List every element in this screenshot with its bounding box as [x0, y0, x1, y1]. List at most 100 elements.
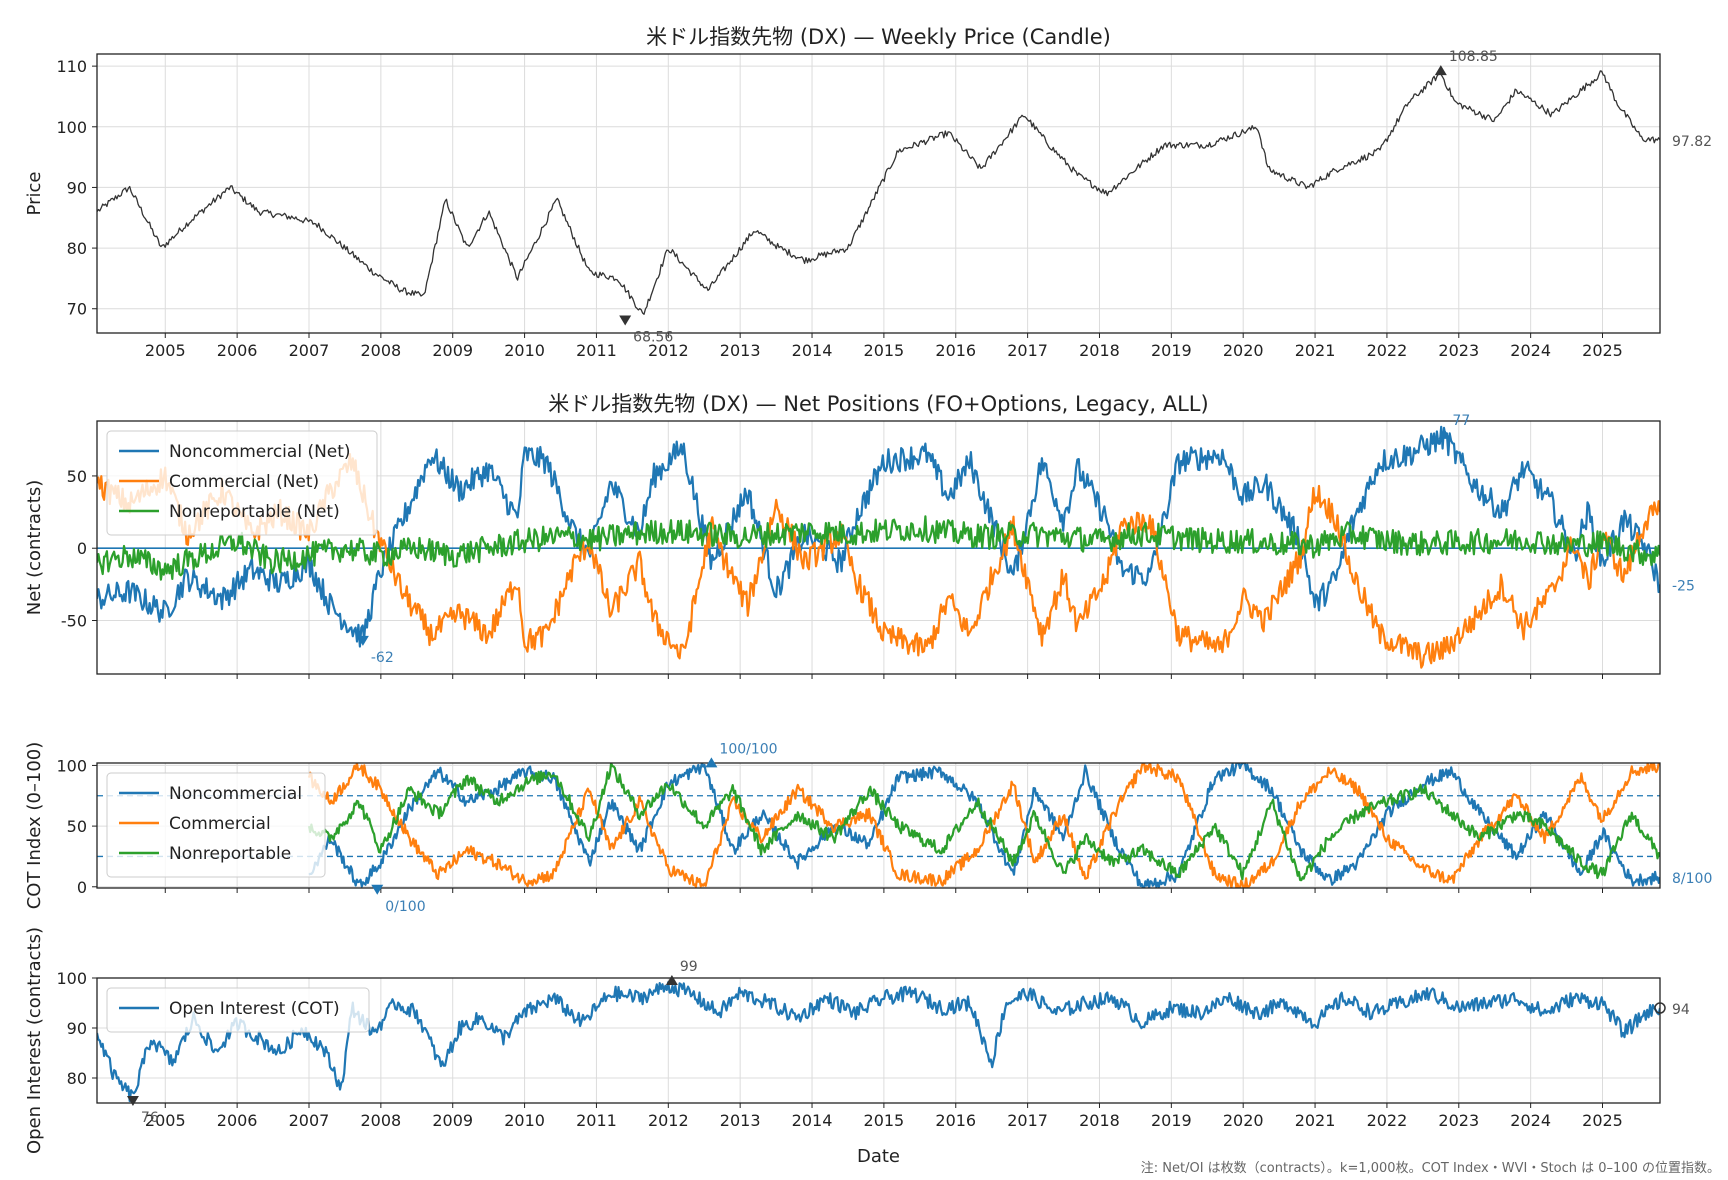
y-tick-label: 110 [56, 57, 87, 76]
panel-oi: 80 90 100 2005 2006 2007 2008 2009 2010 2011 2012 2… [24, 927, 1690, 1167]
axes-frame [96, 762, 1661, 889]
x-tick-label: 2023 [1438, 341, 1479, 360]
annotation-max: 99 [680, 959, 698, 975]
axes-frame [96, 53, 1661, 334]
legend-box [106, 430, 378, 536]
x-tick-label: 2010 [504, 1111, 545, 1130]
last-value-marker [1654, 1002, 1666, 1014]
x-tick-label: 2012 [648, 341, 689, 360]
x-tick-label: 2018 [1079, 1111, 1120, 1130]
x-tick-label: 2013 [720, 341, 761, 360]
panel-net: -50 0 50 米ドル指数先物 (DX) — Net Positions (FO+O… [24, 392, 1695, 679]
x-tick-label: 2019 [1151, 341, 1192, 360]
series-line-2 [97, 515, 1660, 581]
legend-label: Commercial [169, 814, 271, 834]
x-tick-label: 2020 [1223, 1111, 1264, 1130]
x-axis-label: Date [857, 1146, 900, 1167]
annotation-min: 68.56 [633, 329, 673, 345]
annotation-max: 108.85 [1449, 49, 1498, 65]
legend-label: Nonreportable (Net) [169, 502, 340, 522]
min-marker [356, 635, 369, 646]
y-tick-label: 50 [67, 467, 87, 486]
x-tick-label: 2020 [1223, 341, 1264, 360]
y-tick-label: 0 [77, 539, 87, 558]
x-tick-label: 2017 [1007, 341, 1048, 360]
x-tick-label: 2021 [1295, 1111, 1336, 1130]
x-tick-label: 2024 [1510, 1111, 1551, 1130]
x-tick-label: 2016 [935, 341, 976, 360]
x-tick-label: 2012 [648, 1111, 689, 1130]
max-marker [1434, 65, 1447, 76]
chart-title: 米ドル指数先物 (DX) — Net Positions (FO+Options… [548, 392, 1208, 416]
annotation-last-value: 94 [1672, 1002, 1690, 1018]
min-marker [619, 315, 632, 326]
x-tick-label: 2021 [1295, 341, 1336, 360]
x-tick-label: 2006 [217, 341, 258, 360]
annotation-max: 77 [1452, 413, 1470, 429]
x-tick-label: 2018 [1079, 341, 1120, 360]
annotation-min: -62 [371, 650, 394, 666]
x-tick-label: 2006 [217, 1111, 258, 1130]
plot-area [97, 70, 1660, 315]
series-line-0 [97, 70, 1660, 315]
axes-frame [96, 977, 1661, 1104]
y-tick-label: 70 [67, 300, 87, 319]
panel-cot: 0 50 100 COT Index (0–100) Noncommercial Comm… [24, 741, 1712, 914]
x-tick-label: 2025 [1582, 341, 1623, 360]
panel-price: 70 80 90 100 110 2005 2006 2007 2008 2009 2010 2011… [24, 25, 1712, 360]
y-tick-label: -50 [61, 612, 87, 631]
x-tick-label: 2011 [576, 1111, 617, 1130]
x-tick-label: 2007 [289, 1111, 330, 1130]
series-line-2 [307, 763, 1660, 882]
annotation-last-value: 8/100 [1672, 871, 1712, 887]
x-tick-label: 2014 [792, 341, 833, 360]
y-tick-label: 100 [56, 969, 87, 988]
legend-label: Nonreportable [169, 844, 291, 864]
min-marker [126, 1096, 139, 1106]
x-tick-label: 2017 [1007, 1111, 1048, 1130]
legend-label: Noncommercial (Net) [169, 442, 351, 462]
legend-box [106, 987, 370, 1033]
annotation-min: 76 [141, 1110, 159, 1126]
x-tick-label: 2023 [1438, 1111, 1479, 1130]
x-tick-label: 2009 [432, 1111, 473, 1130]
x-tick-label: 2008 [360, 341, 401, 360]
x-tick-label: 2013 [720, 1111, 761, 1130]
legend-label: Commercial (Net) [169, 472, 319, 492]
legend-label: Noncommercial [169, 784, 302, 804]
y-axis-label: Net (contracts) [24, 480, 45, 616]
annotation-last-value: -25 [1672, 578, 1695, 594]
x-tick-label: 2009 [432, 341, 473, 360]
x-tick-label: 2007 [289, 341, 330, 360]
y-tick-label: 100 [56, 118, 87, 137]
x-tick-label: 2005 [145, 341, 186, 360]
y-tick-label: 90 [67, 178, 87, 197]
y-tick-label: 80 [67, 1069, 87, 1088]
axes-frame [96, 420, 1661, 675]
legend-box [106, 772, 326, 878]
x-tick-label: 2019 [1151, 1111, 1192, 1130]
y-axis-label: Price [24, 172, 45, 216]
annotation-last-value: 97.82 [1672, 134, 1712, 150]
y-tick-label: 80 [67, 239, 87, 258]
y-axis-label: Open Interest (contracts) [24, 927, 45, 1154]
annotation-min: 0/100 [385, 899, 425, 915]
max-marker [665, 975, 678, 985]
x-tick-label: 2015 [864, 341, 905, 360]
x-tick-label: 2024 [1510, 341, 1551, 360]
x-tick-label: 2022 [1367, 1111, 1408, 1130]
x-tick-label: 2014 [792, 1111, 833, 1130]
x-tick-label: 2010 [504, 341, 545, 360]
x-tick-label: 2015 [864, 1111, 905, 1130]
x-tick-label: 2011 [576, 341, 617, 360]
annotation-max: 100/100 [719, 741, 777, 757]
x-tick-label: 2016 [935, 1111, 976, 1130]
chart-title: 米ドル指数先物 (DX) — Weekly Price (Candle) [646, 25, 1111, 49]
plot-area [97, 763, 1660, 888]
series-line-1 [307, 763, 1660, 888]
x-tick-label: 2005 [145, 1111, 186, 1130]
legend-label: Open Interest (COT) [169, 999, 340, 1019]
footnote: 注: Net/OI は枚数（contracts）。k=1,000枚。COT In… [1141, 1161, 1720, 1176]
x-tick-label: 2022 [1367, 341, 1408, 360]
